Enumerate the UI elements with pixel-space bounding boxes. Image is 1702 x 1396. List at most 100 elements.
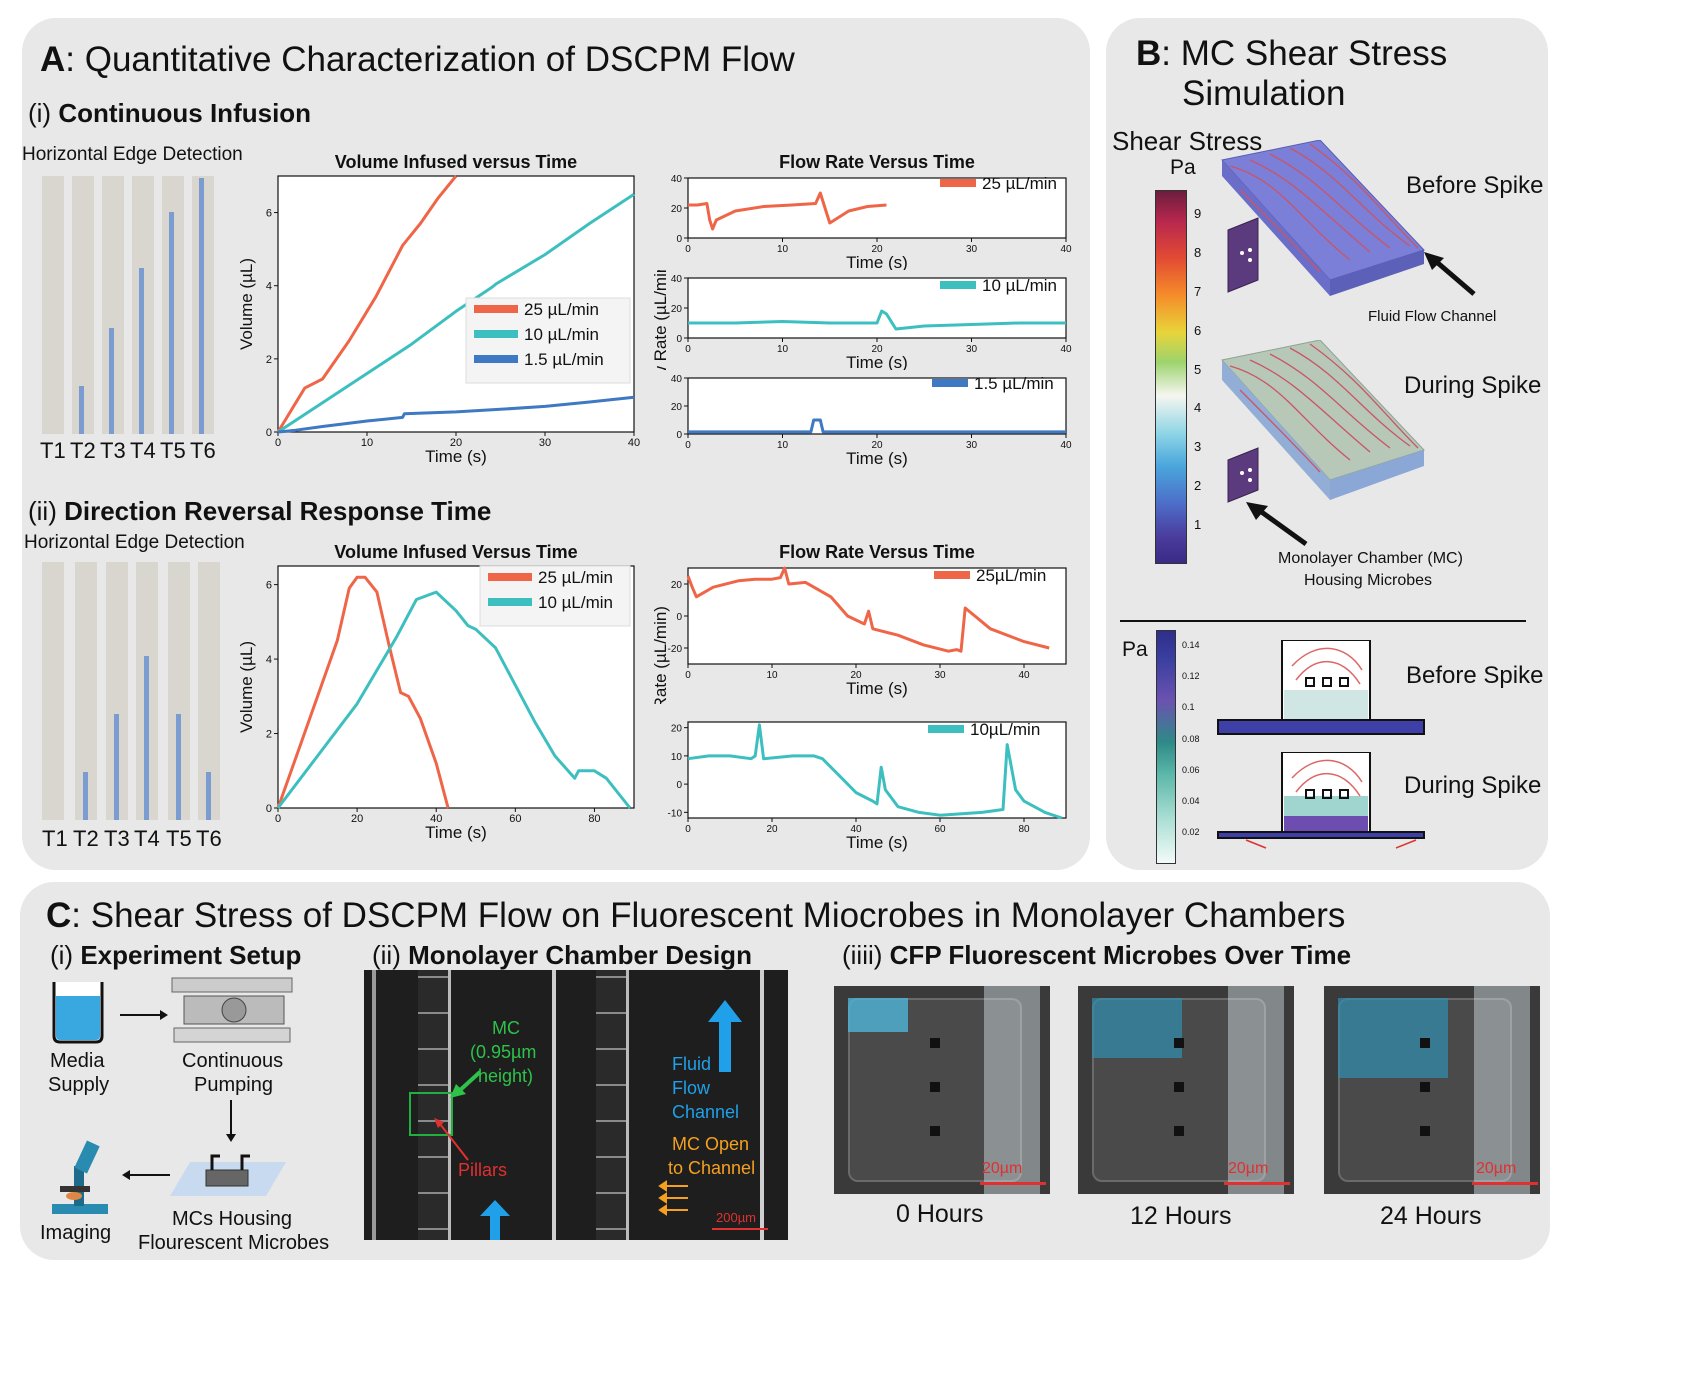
chamber-2d-during	[1217, 752, 1425, 849]
x-tick-label: 10	[777, 244, 789, 255]
x-tick-label: 20	[871, 244, 883, 255]
tube-strip	[75, 562, 97, 820]
blue-arrow-up-large-icon	[708, 1000, 742, 1072]
mcs-label-2: Flourescent Microbes	[138, 1232, 330, 1254]
y-tick-label: 0	[676, 780, 682, 791]
colorbar-tick: 0.08	[1182, 734, 1200, 744]
tube-fluid	[199, 178, 204, 434]
panel-c-letter: C	[46, 896, 72, 935]
tube-fluid	[206, 772, 211, 820]
plot-area	[687, 567, 1067, 665]
colorbar-tick: 0.1	[1182, 702, 1195, 712]
before-spike-label-1: Before Spike	[1406, 172, 1544, 199]
x-axis-label: Time (s)	[846, 253, 908, 270]
x-tick-label: 10	[361, 437, 373, 449]
x-tick-label: 20	[766, 824, 778, 835]
arrow-left-icon	[122, 1170, 170, 1180]
x-axis-label: Time (s)	[846, 833, 908, 852]
scale-20-label: 20µm	[1228, 1160, 1269, 1177]
tube-label: T2	[70, 438, 96, 463]
colorbar-tick: 2	[1194, 478, 1202, 493]
colorbar-tick: 0.04	[1182, 796, 1200, 806]
tube-strip	[42, 176, 64, 434]
colorbar-tick: 8	[1194, 245, 1202, 260]
arrow-icon	[1424, 252, 1476, 296]
microbes-image-24h	[1324, 986, 1540, 1194]
tube-fluid	[79, 386, 84, 434]
tube-strip	[72, 176, 94, 434]
y-tick-label: 10	[671, 752, 683, 763]
mc-green-label-3: height)	[478, 1066, 534, 1086]
y-tick-label: 6	[266, 208, 272, 220]
x-tick-label: 10	[777, 440, 789, 451]
x-tick-label: 20	[871, 440, 883, 451]
section-experiment-setup: (i) Experiment Setup	[50, 940, 301, 971]
section-continuous-infusion-title: Continuous Infusion	[58, 98, 312, 128]
legend-entry: 10 µL/min	[982, 276, 1057, 295]
plot-area	[687, 377, 1067, 435]
edge-detection-label-1: Horizontal Edge Detection	[22, 144, 243, 165]
microbes-image-0h	[834, 986, 1050, 1194]
fluid-label-1: Fluid	[672, 1054, 712, 1074]
media-beaker-icon	[52, 982, 104, 1044]
y-tick-label: -10	[668, 808, 683, 819]
y-tick-label: 2	[266, 354, 272, 366]
panel-a-title-text: : Quantitative Characterization of DSCPM…	[65, 40, 795, 79]
section-chamber-design-title: Monolayer Chamber Design	[408, 940, 752, 970]
y-tick-label: 20	[671, 304, 683, 315]
tube-fluid	[114, 714, 119, 820]
y-tick-label: 0	[676, 612, 682, 623]
y-tick-label: -20	[668, 644, 683, 655]
scale-20-label: 20µm	[1476, 1160, 1517, 1177]
x-tick-label: 0	[275, 813, 281, 825]
media-label-1: Media	[50, 1050, 105, 1072]
x-axis-label: Time (s)	[846, 679, 908, 698]
x-tick-label: 20	[351, 813, 363, 825]
tube-label: T6	[190, 438, 216, 463]
section-cfp-microbes-title: CFP Fluorescent Microbes Over Time	[889, 940, 1352, 970]
scale-20-label: 20µm	[982, 1160, 1023, 1177]
colorbar-shear	[1155, 190, 1187, 564]
mcopen-label-1: MC Open	[672, 1134, 750, 1154]
x-tick-label: 10	[766, 670, 778, 681]
x-axis-label: Time (s)	[425, 823, 487, 842]
during-spike-label-2: During Spike	[1404, 772, 1542, 799]
x-axis-label: Time (s)	[846, 449, 908, 468]
x-tick-label: 40	[1060, 344, 1072, 355]
tube-strip	[106, 562, 128, 820]
tube-fluid	[169, 212, 174, 434]
tube-fluid	[139, 268, 144, 434]
media-label-2: Supply	[48, 1074, 110, 1096]
colorbar-tick: 5	[1194, 362, 1202, 377]
x-tick-label: 40	[850, 824, 862, 835]
colorbar-tick: 7	[1194, 284, 1202, 299]
panel-b-title-line1: B: MC Shear Stress	[1136, 34, 1447, 74]
series-line	[277, 395, 635, 434]
legend-entry: 1.5 µL/min	[524, 350, 604, 369]
pump-label-1: Continuous	[182, 1050, 284, 1072]
fluid-label-3: Channel	[672, 1102, 740, 1122]
tube-label: T3	[104, 826, 130, 851]
legend-entry: 25 µL/min	[524, 300, 599, 319]
simulation-before-spike	[1221, 140, 1425, 296]
pump-label-2: Pumping	[194, 1074, 273, 1096]
x-tick-label: 0	[685, 344, 691, 355]
x-tick-label: 30	[539, 437, 551, 449]
colorbar-tick: 1	[1194, 517, 1202, 532]
panel-b-letter: B	[1136, 34, 1162, 73]
x-tick-label: 40	[1018, 670, 1030, 681]
series-line	[687, 723, 1063, 820]
mc-green-label-1: MC	[492, 1018, 520, 1038]
x-tick-label: 30	[966, 440, 978, 451]
section-direction-reversal-title: Direction Reversal Response Time	[64, 496, 492, 526]
tube-label: T4	[134, 826, 160, 851]
mc-label-line2: Housing Microbes	[1304, 572, 1433, 589]
section-experiment-setup-title: Experiment Setup	[80, 940, 302, 970]
series-line	[688, 309, 1066, 331]
panel-b-title-line2: Simulation	[1182, 74, 1346, 113]
legend-entry: 25µL/min	[976, 566, 1046, 585]
tube-fluid	[176, 714, 181, 820]
mcopen-label-2: to Channel	[668, 1158, 756, 1178]
time-label-24: 24 Hours	[1380, 1202, 1482, 1230]
scale-bar-20	[980, 1182, 1046, 1185]
